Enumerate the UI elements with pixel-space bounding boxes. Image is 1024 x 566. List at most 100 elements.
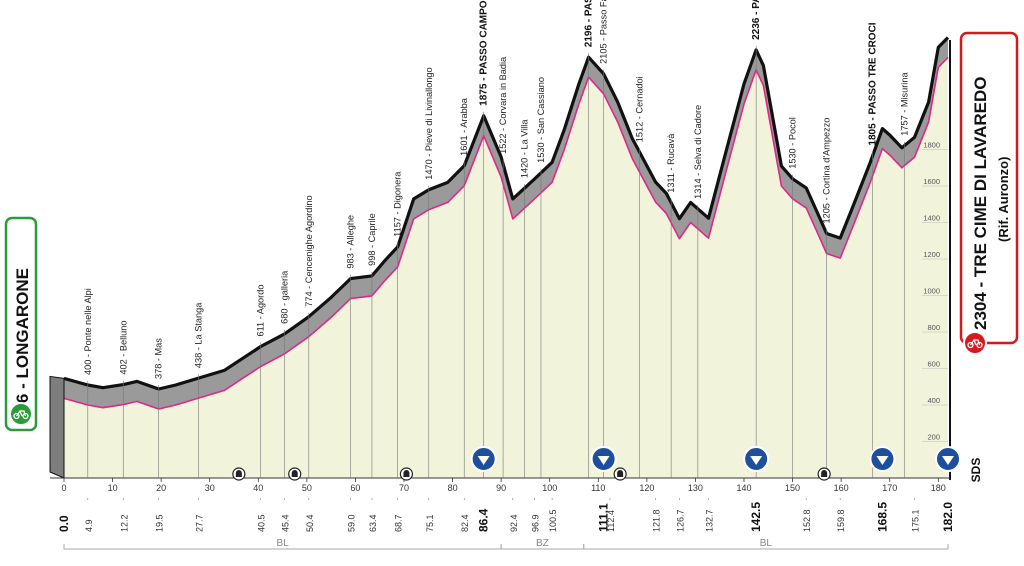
distance-tick-label: 120 bbox=[639, 483, 654, 493]
waypoint-label: 2196 - PASSO VALPAROLA bbox=[584, 0, 595, 47]
km-label: 111.1 bbox=[597, 503, 611, 532]
waypoint-label: 402 - Belluno bbox=[118, 320, 128, 374]
km-label: 0.0 bbox=[57, 515, 71, 532]
mountain-marker-arrow-icon bbox=[597, 456, 610, 465]
mountain-marker-arrow-icon bbox=[477, 456, 490, 465]
waypoint-label: 2236 - PASSO GIAU bbox=[751, 0, 762, 40]
waypoint-label: 1530 - Pocol bbox=[788, 117, 798, 169]
km-label: 19.5 bbox=[155, 514, 165, 532]
distance-tick-label: 150 bbox=[785, 483, 800, 493]
waypoint-label: 1601 - Arabba bbox=[459, 97, 469, 156]
distance-tick-label: 90 bbox=[496, 483, 506, 493]
waypoint-label: 998 - Caprile bbox=[367, 213, 377, 266]
km-label: 92.4 bbox=[509, 514, 519, 532]
km-label: 142.5 bbox=[749, 502, 763, 532]
distance-tick-label: 0 bbox=[61, 483, 66, 493]
region-bracket bbox=[583, 544, 949, 550]
road-top-line bbox=[63, 36, 950, 391]
region-label: BL bbox=[760, 538, 773, 549]
distance-tick-label: 100 bbox=[542, 483, 557, 493]
waypoint-label: 983 - Alleghe bbox=[346, 215, 356, 269]
km-label: 100.5 bbox=[548, 509, 558, 532]
distance-tick-label: 60 bbox=[350, 483, 360, 493]
km-label: 68.7 bbox=[394, 514, 404, 532]
mountain-marker-arrow-icon bbox=[942, 456, 954, 465]
tunnel-arch-icon bbox=[291, 470, 298, 477]
waypoint-label: 1530 - San Cassiano bbox=[536, 77, 546, 163]
km-label: 12.2 bbox=[119, 514, 129, 532]
altitude-tick-label: 400 bbox=[927, 396, 940, 405]
waypoint-label: 774 - Cencenighe Agordino bbox=[304, 195, 314, 306]
distance-tick-label: 160 bbox=[834, 483, 849, 493]
altitude-tick-label: 800 bbox=[927, 323, 940, 332]
distance-tick-label: 30 bbox=[205, 483, 215, 493]
km-label: 132.7 bbox=[705, 509, 715, 532]
altitude-tick-label: 200 bbox=[927, 433, 940, 442]
km-label: 82.4 bbox=[460, 514, 470, 532]
waypoint-label: 1757 - Misurina bbox=[899, 72, 909, 136]
altitude-tick-label: 1600 bbox=[923, 177, 940, 186]
road-start-face bbox=[49, 375, 65, 479]
waypoint-label: 1512 - Cernadoi bbox=[635, 76, 645, 142]
distance-tick-label: 130 bbox=[688, 483, 703, 493]
waypoint-label: 1522 - Corvara in Badia bbox=[498, 56, 508, 154]
distance-tick-label: 80 bbox=[448, 483, 458, 493]
km-label: 152.8 bbox=[802, 509, 812, 532]
distance-tick-label: 140 bbox=[736, 483, 751, 493]
profile-area bbox=[64, 57, 948, 478]
finish-label: 2304 - TRE CIME DI LAVAREDO bbox=[971, 77, 990, 330]
race-logo: SDS bbox=[969, 458, 983, 483]
altitude-tick-label: 1400 bbox=[923, 214, 940, 223]
tunnel-arch-icon bbox=[403, 470, 410, 477]
mountain-marker-arrow-icon bbox=[876, 456, 889, 465]
distance-tick-label: 70 bbox=[399, 483, 409, 493]
altitude-tick-label: 1200 bbox=[923, 250, 940, 259]
km-label: 182.0 bbox=[941, 502, 955, 532]
km-label: 121.8 bbox=[652, 509, 662, 532]
region-label: BZ bbox=[536, 538, 549, 549]
km-label: 40.5 bbox=[257, 514, 267, 532]
waypoint-label: 400 - Ponte nelle Alpi bbox=[83, 288, 93, 375]
km-label: 112.4 bbox=[606, 510, 616, 532]
tunnel-arch-icon bbox=[821, 470, 828, 477]
waypoint-label: 378 - Mas bbox=[154, 338, 164, 379]
km-label: 50.4 bbox=[305, 514, 315, 532]
tunnel-arch-icon bbox=[235, 470, 242, 477]
tunnel-arch-icon bbox=[617, 470, 624, 477]
km-label: 86.4 bbox=[477, 508, 491, 532]
waypoint-label: 438 - La Stanga bbox=[194, 302, 204, 368]
km-label: 159.8 bbox=[836, 509, 846, 532]
km-label: 175.1 bbox=[910, 509, 920, 532]
waypoint-label: 1420 - La Villa bbox=[519, 119, 529, 178]
distance-tick-label: 180 bbox=[931, 483, 946, 493]
road-edge-line bbox=[63, 56, 949, 410]
km-label: 59.0 bbox=[347, 514, 357, 532]
altitude-tick-label: 600 bbox=[927, 360, 940, 369]
distance-tick-label: 40 bbox=[253, 483, 263, 493]
km-label: 27.7 bbox=[195, 514, 205, 532]
start-label: 436 - LONGARONE bbox=[13, 268, 32, 422]
waypoint-label: 1805 - PASSO TRE CROCI bbox=[868, 22, 879, 145]
distance-tick-label: 110 bbox=[591, 483, 605, 493]
waypoint-label: 1314 - Selva di Cadore bbox=[693, 105, 703, 199]
waypoint-label: 1875 - PASSO CAMPOLONGO bbox=[479, 0, 490, 106]
waypoint-label: 611 - Agordo bbox=[256, 285, 266, 337]
km-label: 96.9 bbox=[531, 514, 541, 532]
waypoint-label: 680 - galleria bbox=[280, 270, 290, 324]
altitude-tick-label: 1000 bbox=[923, 287, 940, 296]
km-label: 126.7 bbox=[675, 509, 685, 532]
km-label: 63.4 bbox=[368, 514, 378, 532]
km-label: 4.9 bbox=[84, 519, 94, 532]
waypoint-label: 1311 - Rucavà bbox=[666, 133, 676, 193]
km-label: 168.5 bbox=[875, 502, 889, 532]
waypoint-label: 1157 - Digonera bbox=[393, 171, 403, 237]
distance-tick-label: 170 bbox=[882, 483, 897, 493]
region-label: BL bbox=[276, 538, 289, 549]
distance-tick-label: 20 bbox=[156, 483, 166, 493]
distance-tick-label: 50 bbox=[302, 483, 312, 493]
distance-tick-label: 10 bbox=[108, 483, 118, 493]
altitude-tick-label: 1800 bbox=[923, 141, 940, 150]
waypoint-label: 2105 - Passo Falzarego bbox=[599, 0, 609, 64]
finish-banner: 2304 - TRE CIME DI LAVAREDO (Rif. Auronz… bbox=[959, 31, 1019, 355]
